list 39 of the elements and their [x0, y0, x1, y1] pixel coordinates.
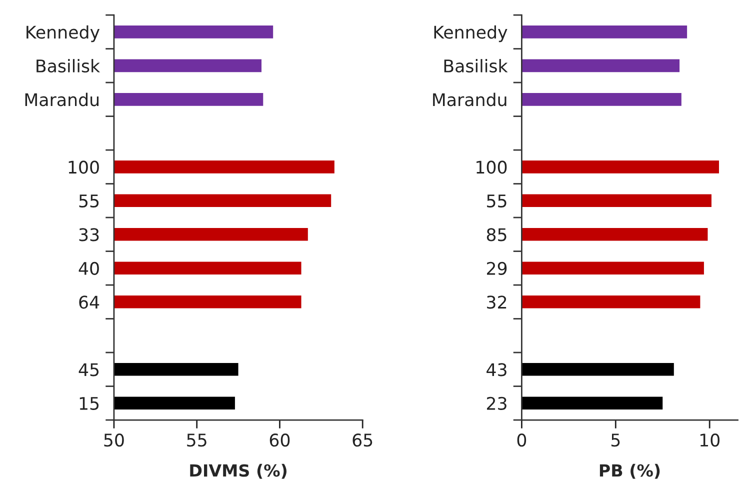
bar: [522, 59, 680, 72]
y-tick-label: Marandu: [25, 92, 98, 106]
y-tick-label: 43: [486, 363, 506, 376]
bar: [522, 295, 700, 308]
y-tick-label: 100: [476, 160, 507, 174]
x-axis-title: PB (%): [600, 464, 660, 479]
x-tick-label: 5: [611, 434, 620, 447]
x-tick-label: 50: [104, 434, 124, 447]
y-tick-label: Basilisk: [444, 59, 508, 72]
y-tick-label: 85: [486, 228, 506, 242]
y-tick-label: 55: [487, 194, 506, 208]
y-tick-label: 64: [79, 296, 100, 309]
bar: [522, 262, 704, 275]
y-tick-label: 40: [78, 262, 99, 275]
x-axis-title: DIVMS (%): [190, 464, 286, 479]
y-tick-label: 32: [487, 296, 506, 309]
bar: [522, 228, 708, 241]
y-tick-label: 29: [486, 262, 507, 275]
y-tick-label: 45: [78, 363, 99, 376]
bar: [522, 362, 674, 376]
y-tick-label: Marandu: [433, 92, 506, 106]
y-tick-label: Kennedy: [26, 25, 100, 42]
x-tick-label: 65: [352, 434, 372, 447]
y-tick-label: 100: [68, 160, 99, 174]
y-tick-label: 33: [79, 228, 99, 242]
x-tick-label: 10: [700, 434, 720, 447]
bar: [522, 25, 688, 38]
x-tick-label: 0: [517, 434, 526, 447]
x-tick-label: 55: [187, 434, 206, 447]
bar: [522, 396, 663, 410]
y-tick-label: 23: [486, 396, 506, 410]
bar: [522, 160, 719, 174]
y-tick-label: Basilisk: [36, 59, 100, 72]
y-tick-label: 55: [79, 194, 99, 208]
bar: [522, 92, 682, 106]
bar: [522, 194, 712, 208]
x-tick-label: 60: [270, 434, 290, 447]
y-tick-label: 15: [80, 397, 99, 410]
y-tick-label: Kennedy: [434, 25, 508, 42]
